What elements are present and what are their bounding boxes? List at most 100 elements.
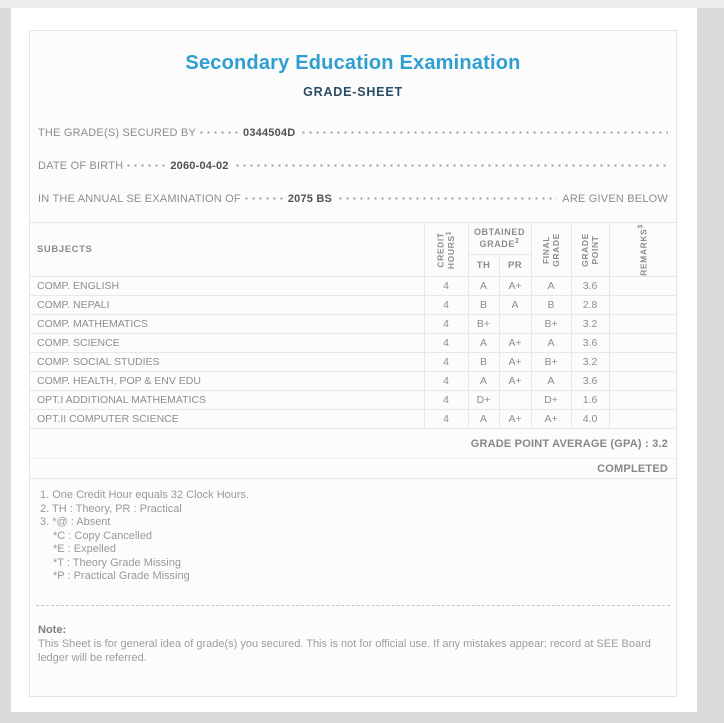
cell-remarks bbox=[608, 314, 676, 334]
table-row: COMP. SOCIAL STUDIES 4 B A+ B+ 3.2 bbox=[30, 352, 676, 372]
cell-credit: 4 bbox=[423, 390, 468, 410]
column-header-th: TH bbox=[467, 254, 499, 277]
symbol-number-value: 0344504D bbox=[243, 126, 296, 139]
cell-remarks bbox=[608, 295, 676, 315]
cell-pr: A+ bbox=[498, 371, 532, 391]
cell-final: D+ bbox=[530, 390, 572, 410]
credit-hours-sup: 1 bbox=[445, 230, 453, 235]
info-suffix: ARE GIVEN BELOW bbox=[562, 192, 668, 205]
footnote-item: 3. *@ : Absent bbox=[40, 516, 111, 528]
info-label: IN THE ANNUAL SE EXAMINATION OF bbox=[38, 192, 241, 205]
footnote-item: 2. TH : Theory, PR : Practical bbox=[40, 502, 182, 515]
cell-subject: COMP. MATHEMATICS bbox=[30, 314, 424, 334]
dots-leader bbox=[240, 193, 285, 204]
cell-credit: 4 bbox=[423, 409, 468, 429]
cell-subject: COMP. SOCIAL STUDIES bbox=[30, 352, 424, 372]
dots-leader bbox=[123, 160, 168, 171]
gpa-row: GRADE POINT AVERAGE (GPA) : 3.2 bbox=[30, 429, 676, 459]
dots-leader bbox=[196, 127, 241, 138]
cell-th: B bbox=[467, 352, 499, 372]
footnotes-list: 1. One Credit Hour equals 32 Clock Hours… bbox=[30, 479, 676, 584]
cell-subject: COMP. HEALTH, POP & ENV EDU bbox=[30, 371, 424, 391]
cell-pr bbox=[498, 314, 532, 334]
credit-hours-label: CREDIT HOURS bbox=[435, 231, 457, 269]
grade-point-label: GRADE POINT bbox=[579, 232, 601, 267]
subjects-table-header: SUBJECTS CREDIT HOURS1 OBTAINED GRADE2 F… bbox=[30, 222, 676, 277]
cell-subject: COMP. ENGLISH bbox=[30, 276, 424, 296]
cell-final: B bbox=[530, 295, 572, 315]
column-header-grade-point: GRADE POINT bbox=[570, 222, 610, 277]
obtained-grade-sup: 2 bbox=[515, 238, 520, 245]
cell-final: A bbox=[530, 371, 572, 391]
cell-credit: 4 bbox=[423, 276, 468, 296]
cell-gp: 1.6 bbox=[570, 390, 610, 410]
column-header-credit-hours: CREDIT HOURS1 bbox=[423, 222, 468, 277]
table-row: OPT.I ADDITIONAL MATHEMATICS 4 D+ D+ 1.6 bbox=[30, 390, 676, 410]
cell-th: A bbox=[467, 333, 499, 353]
footnote-item: *C : Copy Cancelled bbox=[53, 529, 153, 542]
dots-leader bbox=[231, 160, 668, 171]
cell-final: A bbox=[530, 333, 572, 353]
info-row-examination-year: IN THE ANNUAL SE EXAMINATION OF 2075 BS … bbox=[38, 182, 668, 215]
cell-gp: 3.2 bbox=[570, 314, 610, 334]
cell-gp: 4.0 bbox=[570, 409, 610, 429]
note-title: Note: bbox=[38, 623, 67, 636]
status-text: COMPLETED bbox=[597, 462, 668, 475]
column-header-obtained-grade: OBTAINED GRADE2 bbox=[467, 222, 532, 255]
column-header-pr: PR bbox=[498, 254, 532, 277]
info-row-date-of-birth: DATE OF BIRTH 2060-04-02 bbox=[38, 149, 668, 182]
cell-pr: A+ bbox=[498, 333, 532, 353]
cell-subject: COMP. SCIENCE bbox=[30, 333, 424, 353]
cell-final: A+ bbox=[530, 409, 572, 429]
table-row: COMP. NEPALI 4 B A B 2.8 bbox=[30, 295, 676, 315]
subjects-table-body: COMP. ENGLISH 4 A A+ A 3.6 COMP. NEPALI 4 B A B 2.8… bbox=[30, 276, 676, 429]
info-section: THE GRADE(S) SECURED BY 0344504D DATE OF… bbox=[30, 99, 676, 215]
status-row: COMPLETED bbox=[30, 459, 676, 479]
cell-gp: 3.2 bbox=[570, 352, 610, 372]
footnote-item: *T : Theory Grade Missing bbox=[53, 556, 181, 569]
info-label: THE GRADE(S) SECURED BY bbox=[38, 126, 197, 139]
obtained-grade-label: OBTAINED GRADE bbox=[473, 226, 526, 249]
content-panel: Secondary Education Examination GRADE-SH… bbox=[11, 8, 697, 712]
footnote-item: 1. One Credit Hour equals 32 Clock Hours… bbox=[40, 489, 250, 501]
sheet-subtitle: GRADE-SHEET bbox=[303, 85, 403, 99]
cell-subject: COMP. NEPALI bbox=[30, 295, 424, 315]
info-label: DATE OF BIRTH bbox=[38, 159, 124, 172]
column-header-final-grade: FINAL GRADE bbox=[530, 222, 572, 277]
date-of-birth-value: 2060-04-02 bbox=[170, 159, 229, 172]
dashed-divider bbox=[36, 604, 670, 606]
cell-remarks bbox=[608, 276, 676, 296]
cell-final: A bbox=[530, 276, 572, 296]
top-strip bbox=[0, 0, 724, 8]
cell-pr: A bbox=[498, 295, 532, 315]
cell-th: B bbox=[467, 295, 499, 315]
cell-subject: OPT.II COMPUTER SCIENCE bbox=[30, 409, 424, 429]
cell-final: B+ bbox=[530, 352, 572, 372]
cell-th: D+ bbox=[467, 390, 499, 410]
cell-pr bbox=[498, 390, 532, 410]
cell-th: B+ bbox=[467, 314, 499, 334]
cell-gp: 3.6 bbox=[570, 371, 610, 391]
cell-credit: 4 bbox=[423, 314, 468, 334]
cell-pr: A+ bbox=[498, 409, 532, 429]
footnote-item: *P : Practical Grade Missing bbox=[53, 570, 190, 582]
cell-th: A bbox=[467, 371, 499, 391]
final-grade-label: FINAL GRADE bbox=[540, 232, 562, 267]
table-row: OPT.II COMPUTER SCIENCE 4 A A+ A+ 4.0 bbox=[30, 409, 676, 429]
table-row: COMP. ENGLISH 4 A A+ A 3.6 bbox=[30, 276, 676, 296]
cell-pr: A+ bbox=[498, 352, 532, 372]
table-row: COMP. SCIENCE 4 A A+ A 3.6 bbox=[30, 333, 676, 353]
remarks-label: REMARKS bbox=[638, 228, 649, 276]
cell-remarks bbox=[608, 333, 676, 353]
cell-th: A bbox=[467, 409, 499, 429]
cell-pr: A+ bbox=[498, 276, 532, 296]
cell-final: B+ bbox=[530, 314, 572, 334]
column-header-subjects: SUBJECTS bbox=[30, 222, 424, 277]
cell-credit: 4 bbox=[423, 371, 468, 391]
column-header-remarks: REMARKS3 bbox=[608, 222, 676, 277]
note-block: Note: This Sheet is for general idea of … bbox=[30, 606, 676, 665]
cell-remarks bbox=[608, 352, 676, 372]
subjects-table: SUBJECTS CREDIT HOURS1 OBTAINED GRADE2 F… bbox=[30, 222, 676, 429]
gpa-text: GRADE POINT AVERAGE (GPA) : 3.2 bbox=[470, 437, 668, 450]
table-row: COMP. HEALTH, POP & ENV EDU 4 A A+ A 3.6 bbox=[30, 371, 676, 391]
